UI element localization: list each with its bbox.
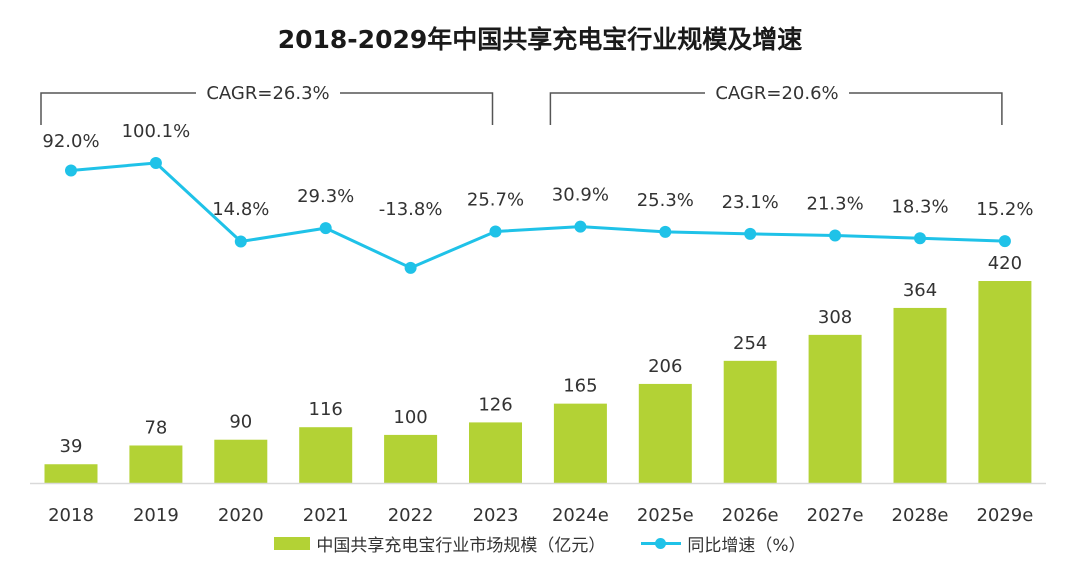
x-tick-label: 2029e [976, 505, 1033, 526]
x-tick-label: 2018 [48, 505, 94, 526]
growth-point [998, 235, 1011, 248]
legend-line-swatch [641, 537, 682, 550]
bar [893, 307, 947, 483]
growth-point [319, 222, 332, 235]
bar [553, 403, 607, 483]
x-tick-label: 2026e [722, 505, 779, 526]
growth-point [489, 225, 502, 238]
bar [978, 281, 1032, 483]
cagr-bracket [340, 92, 494, 125]
growth-point [914, 232, 926, 245]
growth-point [65, 164, 77, 177]
x-tick-label: 2021 [303, 505, 349, 526]
bar-value-label: 364 [903, 280, 937, 301]
cagr-bracket [40, 92, 196, 125]
cagr-label: CAGR=26.3% [206, 83, 329, 104]
x-tick-label: 2019 [133, 505, 179, 526]
bar [44, 464, 98, 483]
bar-value-label: 206 [648, 356, 682, 377]
growth-line [70, 161, 1005, 270]
bar-value-label: 126 [478, 394, 512, 415]
bar-value-label: 39 [60, 436, 83, 457]
growth-label: 18.3% [891, 196, 948, 217]
cagr-bracket [549, 92, 705, 125]
growth-point [829, 229, 842, 242]
growth-point [659, 225, 672, 238]
bar [129, 445, 183, 483]
bar-value-label: 254 [733, 333, 767, 354]
growth-point [149, 157, 162, 169]
cagr-annotations: CAGR=26.3% CAGR=20.6% [40, 83, 1003, 125]
growth-label: 100.1% [122, 121, 191, 142]
growth-line-series: 92.0% 100.1% 14.8% 29.3% -13.8% 25.7% 30.9% 25.… [42, 121, 1033, 274]
chart-title: 2018-2029年中国共享充电宝行业规模及增速 [277, 25, 803, 54]
growth-label: -13.8% [379, 199, 443, 220]
legend-label-growth: 同比增速（%） [687, 536, 806, 556]
legend: 中国共享充电宝行业市场规模（亿元） 同比增速（%） [0, 531, 1080, 556]
bar-value-label: 116 [309, 399, 343, 420]
x-tick-label: 2027e [807, 505, 864, 526]
bar [638, 383, 692, 483]
x-axis: 2018 2019 2020 2021 2022 2023 2024e 2025e 2026e 2… [30, 482, 1046, 526]
x-tick-label: 2024e [552, 505, 609, 526]
growth-label: 21.3% [807, 194, 864, 215]
legend-bar-swatch [274, 537, 311, 550]
cagr-bracket [849, 92, 1003, 125]
growth-point [234, 235, 247, 248]
growth-label: 25.7% [467, 189, 524, 210]
bar [469, 422, 522, 483]
growth-label: 15.2% [976, 199, 1033, 220]
bar [723, 360, 777, 483]
bar-value-label: 420 [988, 253, 1022, 274]
bar [808, 334, 862, 483]
bar [384, 434, 438, 483]
bar [214, 439, 268, 483]
growth-point [574, 220, 587, 233]
growth-label: 29.3% [297, 186, 354, 207]
bar-series: 39 78 90 116 100 126 165 206 254 308 364 420 [44, 253, 1032, 483]
growth-label: 30.9% [552, 185, 609, 206]
x-tick-label: 2022 [388, 505, 434, 526]
legend-item-market-size: 中国共享充电宝行业市场规模（亿元） [274, 531, 605, 556]
x-tick-label: 2028e [892, 505, 949, 526]
legend-label-market-size: 中国共享充电宝行业市场规模（亿元） [316, 536, 606, 556]
bar-value-label: 78 [144, 417, 167, 438]
bar-value-label: 165 [563, 376, 597, 397]
bar-value-label: 100 [393, 407, 427, 428]
growth-label: 92.0% [42, 131, 99, 152]
bar [299, 427, 353, 483]
x-tick-label: 2020 [218, 505, 264, 526]
growth-label: 23.1% [722, 192, 779, 213]
cagr-label: CAGR=20.6% [715, 83, 838, 104]
bar-value-label: 90 [229, 412, 252, 433]
growth-label: 14.8% [212, 199, 269, 220]
growth-point [404, 261, 417, 274]
bar-value-label: 308 [818, 307, 852, 328]
growth-point [744, 227, 757, 240]
legend-item-growth: 同比增速（%） [641, 531, 806, 556]
x-tick-label: 2025e [637, 505, 694, 526]
growth-label: 25.3% [637, 190, 694, 211]
x-tick-label: 2023 [473, 505, 519, 526]
